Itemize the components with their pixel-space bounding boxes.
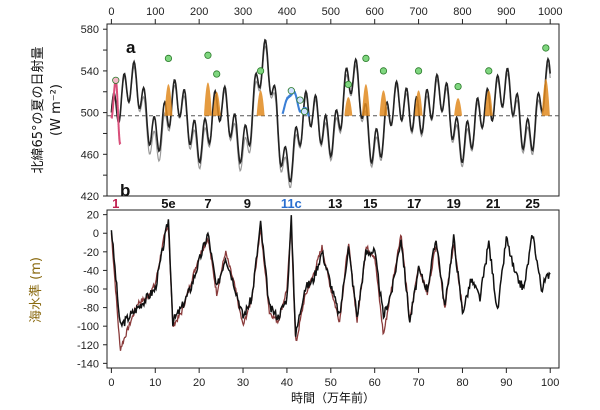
panel-a-mis11c-highlight <box>281 91 310 117</box>
panel-a-y-tick-label: 500 <box>81 108 99 120</box>
panel-b-y-ticks: 20 0 -20 -40 -60 -80 -100 -120 -140 <box>77 210 107 370</box>
panel-b-y-tick-label: -120 <box>77 340 99 352</box>
panel-a-y-tick-label: 420 <box>81 191 99 203</box>
top-axis-tick-label: 0 <box>108 6 114 18</box>
panel-a-series-black <box>110 38 551 183</box>
panel-b-y-tick-label: -20 <box>83 247 99 259</box>
stage-label: 13 <box>328 196 342 211</box>
bottom-axis-tick-label: 70 <box>412 377 424 389</box>
panel-a-peak-fill <box>414 90 423 116</box>
panel-a-peak-marker <box>204 51 212 59</box>
panel-a-peak-marker <box>164 54 173 63</box>
top-axis-tick-label: 700 <box>409 6 427 18</box>
panel-b-y-tick-label: -60 <box>83 284 99 296</box>
panel-a: 0 100 200 300 400 500 600 700 800 900 1000 420 460 5… <box>30 6 562 203</box>
stage-label: 15 <box>363 196 377 211</box>
panel-a-peak-fill <box>164 84 173 116</box>
panel-a-y-tick-label: 460 <box>81 149 99 161</box>
panel-b-frame <box>106 209 560 369</box>
stage-label: 11c <box>281 196 302 211</box>
panel-a-peak-marker <box>485 67 493 75</box>
panel-b-y-tick-label: 20 <box>87 210 99 222</box>
stage-label: 1 <box>112 196 119 211</box>
stage-label: 9 <box>244 196 251 211</box>
stage-labels: 1 5e 7 9 11c 13 15 17 19 21 25 <box>112 196 540 211</box>
panel-a-peak-marker <box>256 67 265 75</box>
panel-a-ylabel: 北緯65°の夏の日射量 (W m⁻²) <box>30 46 64 173</box>
panel-a-peak-fill <box>379 90 388 116</box>
panel-b-xlabel: 時間（万年前） <box>291 390 375 405</box>
panel-b-series-group <box>110 215 551 351</box>
panel-a-peak-fill <box>256 90 265 116</box>
panel-a-frame <box>106 23 560 197</box>
top-axis-tick-label: 600 <box>366 6 384 18</box>
bottom-axis-tick-label: 30 <box>237 377 249 389</box>
top-axis-tick-label: 500 <box>322 6 340 18</box>
panel-b-letter: b <box>120 181 130 200</box>
stage-label: 21 <box>486 196 500 211</box>
panel-a-y-tick-label: 580 <box>81 24 99 36</box>
panel-a-peak-fill <box>212 91 221 116</box>
panel-a-ylabel-unit: (W m⁻²) <box>49 84 64 136</box>
panel-b-y-tick-label: -80 <box>83 303 99 315</box>
panel-b: 1 5e 7 9 11c 13 15 17 19 21 25 20 0 -20 -40 -60 -80 -100… <box>28 181 560 405</box>
stage-label: 25 <box>525 196 539 211</box>
panel-a-peak-fill <box>203 82 212 116</box>
panel-a-peak-fill <box>344 97 353 116</box>
panel-a-mis1-highlight <box>110 79 122 145</box>
stage-label: 5e <box>161 196 175 211</box>
panel-a-peak-marker <box>542 44 550 52</box>
panel-a-peak-marker <box>414 67 423 75</box>
stage-label: 7 <box>204 196 211 211</box>
panel-b-ylabel: 海水準 (m) <box>28 257 44 323</box>
panel-a-peak-marker <box>213 70 221 78</box>
panel-a-peak-fill <box>484 90 493 116</box>
top-axis-tick-label: 400 <box>278 6 296 18</box>
panel-a-peak-marker <box>112 76 120 84</box>
stage-label: 19 <box>446 196 460 211</box>
bottom-axis-tick-label: 20 <box>193 377 205 389</box>
panel-a-peak-marker <box>362 54 370 63</box>
top-axis-tick-label: 100 <box>146 6 164 18</box>
bottom-axis-tick-label: 90 <box>500 377 512 389</box>
top-axis-ticks: 0 100 200 300 400 500 600 700 800 900 1000 <box>108 6 562 24</box>
panel-a-y-tick-label: 540 <box>81 66 99 78</box>
panel-b-ylabel-text: 海水準 (m) <box>28 257 44 323</box>
panel-a-ylabel-text: 北緯65°の夏の日射量 <box>30 46 46 173</box>
panel-a-peak-marker <box>287 87 295 95</box>
panel-a-letter: a <box>126 38 136 57</box>
panel-a-peak-marker <box>296 96 304 104</box>
panel-a-peak-fill <box>361 84 370 116</box>
top-axis-tick-label: 300 <box>234 6 252 18</box>
panel-a-peak-marker <box>454 82 462 91</box>
bottom-axis-tick-label: 0 <box>108 377 114 389</box>
panel-a-peak-fill <box>541 78 550 116</box>
panel-b-series-black <box>110 215 551 337</box>
panel-a-peak-marker <box>379 67 388 75</box>
panel-a-peak-marker <box>344 80 352 89</box>
panel-b-y-tick-label: -140 <box>77 358 99 370</box>
panel-a-y-ticks: 420 460 500 540 580 <box>81 24 107 203</box>
bottom-axis-tick-label: 10 <box>149 377 161 389</box>
top-axis-tick-label: 900 <box>497 6 515 18</box>
panel-a-markers <box>112 44 550 116</box>
bottom-axis-tick-label: 80 <box>456 377 468 389</box>
panel-a-peak-marker <box>300 107 309 116</box>
panel-b-y-tick-label: 0 <box>93 228 99 240</box>
panel-b-y-tick-label: -100 <box>77 321 99 333</box>
bottom-axis-tick-label: 40 <box>281 377 293 389</box>
bottom-axis-tick-label: 100 <box>541 377 559 389</box>
panel-b-y-tick-label: -40 <box>83 265 99 277</box>
stage-label: 17 <box>407 196 421 211</box>
bottom-axis-ticks: 0 10 20 30 40 50 60 70 80 90 100 <box>108 368 559 389</box>
panel-a-peak-fill <box>454 98 463 116</box>
top-axis-tick-label: 200 <box>190 6 208 18</box>
bottom-axis-tick-label: 50 <box>325 377 337 389</box>
panel-a-series-group <box>110 38 551 189</box>
bottom-axis-tick-label: 60 <box>369 377 381 389</box>
top-axis-tick-label: 1000 <box>538 6 562 18</box>
top-axis-tick-label: 800 <box>453 6 471 18</box>
